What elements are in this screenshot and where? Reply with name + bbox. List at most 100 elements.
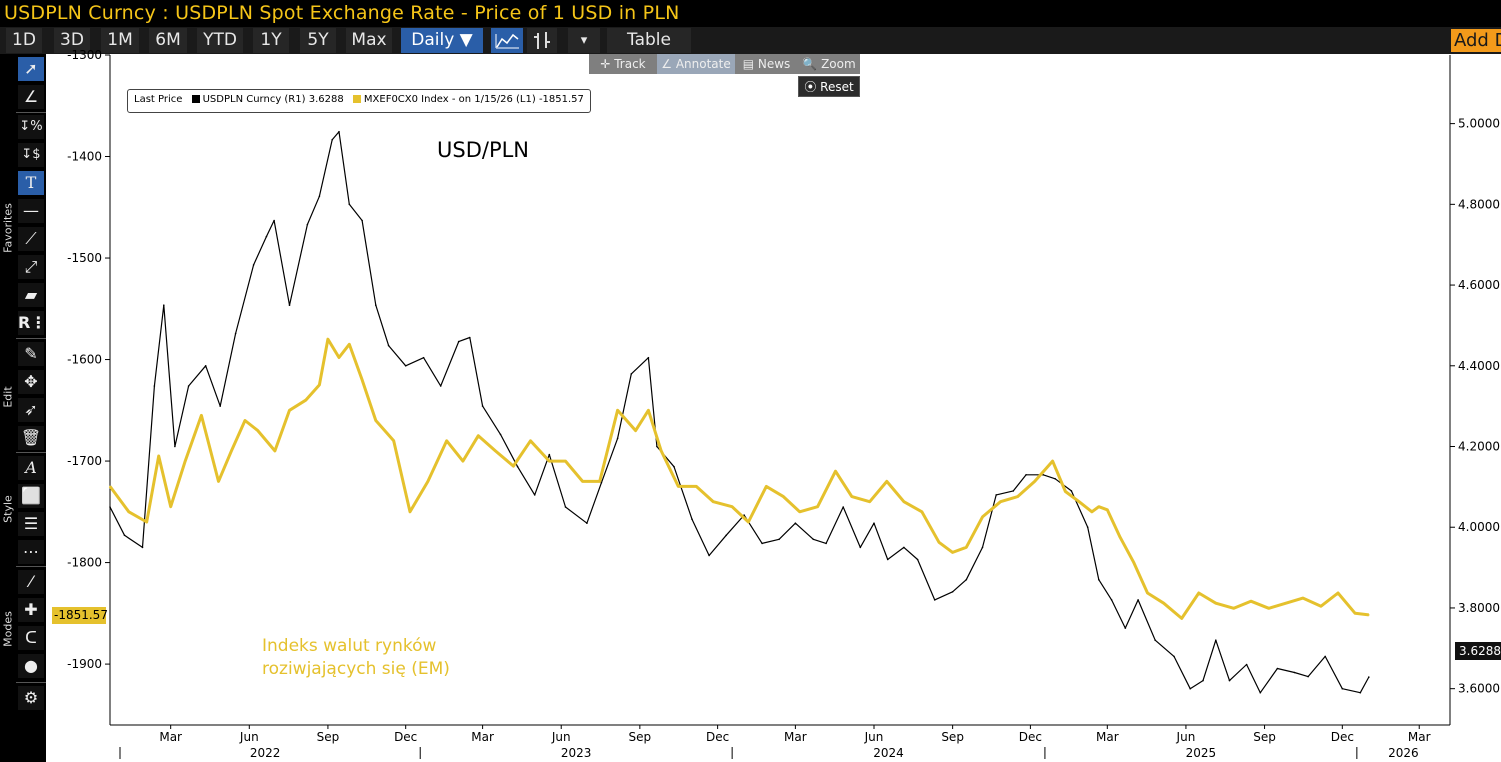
legend-prefix: Last Price — [134, 94, 183, 105]
usdpln-point-58 — [981, 546, 984, 549]
em-point-19 — [375, 419, 377, 422]
usdpln-point-38 — [656, 445, 658, 448]
right-tick-label-1: 4.8000 — [1458, 197, 1500, 211]
usdpln-point-69 — [1137, 599, 1139, 601]
em-point-23 — [445, 440, 448, 442]
em-point-73 — [1250, 600, 1252, 602]
left-toolbar: Favorites Edit Style Modes ➚ ∠ ↧% ↧$ T —… — [0, 54, 46, 762]
em-point-68 — [1162, 602, 1165, 604]
zoom-button[interactable]: 🔍 Zoom — [798, 54, 860, 74]
draw-line-icon[interactable]: ∠ — [18, 85, 44, 109]
select-pointer-icon[interactable]: ➚ — [18, 57, 44, 81]
select-plus-icon[interactable]: ➶ — [18, 398, 44, 422]
channel-icon[interactable]: ▰ — [18, 283, 44, 307]
chart-type-dropdown[interactable]: ▾ — [568, 28, 600, 53]
usdpln-point-34 — [600, 482, 603, 484]
color-palette-icon[interactable]: ● — [18, 654, 44, 678]
text-tool-icon[interactable]: T — [18, 171, 44, 195]
news-button[interactable]: ▤ News — [735, 54, 798, 74]
em-point-51 — [921, 511, 923, 513]
usdpln-point-84 — [1368, 676, 1370, 678]
line-weight-icon[interactable]: ☰ — [18, 512, 44, 536]
font-style-icon[interactable]: A — [18, 456, 44, 480]
price-change-icon[interactable]: ↧$ — [18, 143, 44, 167]
em-point-45 — [816, 505, 819, 508]
usdpln-point-29 — [516, 465, 519, 468]
left-last-value-tag: -1851.57 — [52, 606, 108, 624]
chart-area[interactable] — [46, 54, 1501, 762]
line-style-icon[interactable]: ⋯ — [18, 540, 44, 564]
em-point-34 — [634, 429, 637, 432]
em-point-41 — [747, 521, 750, 523]
em-point-47 — [851, 495, 853, 498]
line-chart-icon[interactable] — [491, 28, 523, 53]
em-point-38 — [695, 485, 698, 488]
em-annotation-line2: roziwjających się (EM) — [262, 659, 450, 679]
move-icon[interactable]: ✥ — [18, 370, 44, 394]
em-point-8 — [230, 450, 233, 452]
range-max-button[interactable]: Max — [346, 28, 392, 53]
em-point-64 — [1106, 509, 1109, 511]
em-point-62 — [1091, 511, 1093, 513]
em-point-59 — [1051, 460, 1054, 462]
range-6m-button[interactable]: 6M — [149, 28, 187, 53]
em-point-57 — [1016, 495, 1019, 498]
usdpln-point-59 — [995, 494, 997, 496]
regression-icon[interactable]: R⋮ — [18, 311, 46, 335]
track-button[interactable]: ✛ Track — [589, 54, 657, 74]
frequency-dropdown[interactable]: Daily ▼ — [401, 28, 483, 53]
x-month-label-4: Mar — [471, 730, 494, 744]
range-5y-button[interactable]: 5Y — [300, 28, 336, 53]
range-1d-button[interactable]: 1D — [6, 28, 42, 53]
x-month-label-9: Jun — [864, 730, 884, 744]
right-tick-label-0: 5.0000 — [1458, 117, 1500, 131]
usdpln-point-66 — [1098, 578, 1100, 581]
table-button[interactable]: Table — [607, 28, 691, 53]
range-1y-button[interactable]: 1Y — [253, 28, 289, 53]
em-point-71 — [1215, 602, 1217, 604]
trend-line-icon[interactable]: ⟋ — [18, 227, 44, 251]
usdpln-point-15 — [318, 195, 321, 198]
em-point-25 — [477, 434, 480, 437]
usdpln-point-49 — [842, 506, 844, 508]
range-1m-button[interactable]: 1M — [101, 28, 139, 53]
ruler-icon[interactable]: ⁄ — [18, 570, 44, 594]
add-data-button[interactable]: Add D — [1451, 29, 1501, 52]
usdpln-point-70 — [1154, 639, 1156, 641]
magnet-icon[interactable]: ᑕ — [18, 626, 44, 650]
em-point-30 — [564, 460, 567, 462]
left-tick-label-2: -1500 — [67, 251, 102, 265]
bar-chart-icon[interactable] — [527, 28, 557, 53]
em-point-69 — [1180, 617, 1183, 620]
em-point-1 — [128, 511, 130, 513]
usdpln-point-2 — [141, 546, 144, 549]
horizontal-line-icon[interactable]: — — [18, 199, 44, 223]
annotate-button[interactable]: ∠ Annotate — [657, 54, 735, 74]
x-month-label-11: Dec — [1019, 730, 1042, 744]
pencil-icon[interactable]: ✎ — [18, 342, 44, 366]
usdpln-point-6 — [187, 385, 190, 387]
settings-gear-icon[interactable]: ⚙ — [18, 686, 44, 710]
window-title: USDPLN Curncy : USDPLN Spot Exchange Rat… — [4, 2, 680, 24]
em-point-24 — [462, 460, 464, 462]
x-year-label-1: 2023 — [561, 746, 592, 760]
em-point-78 — [1337, 592, 1339, 594]
trash-icon[interactable]: 🗑 — [18, 426, 44, 450]
usdpln-point-11 — [265, 235, 268, 238]
range-ytd-button[interactable]: YTD — [197, 28, 243, 53]
em-point-36 — [660, 450, 662, 452]
title-bar: USDPLN Curncy : USDPLN Spot Exchange Rat… — [0, 0, 1501, 27]
x-month-label-14: Sep — [1253, 730, 1276, 744]
reset-button[interactable]: ⦿ Reset — [798, 76, 860, 97]
usdpln-point-55 — [933, 599, 936, 601]
range-3d-button[interactable]: 3D — [54, 28, 90, 53]
em-index-series-line — [108, 337, 1369, 620]
crosshair-icon[interactable]: ✚ — [18, 598, 44, 622]
usdpln-point-44 — [761, 542, 763, 545]
right-tick-label-6: 3.8000 — [1458, 601, 1500, 615]
percent-change-icon[interactable]: ↧% — [18, 115, 44, 139]
em-point-2 — [145, 521, 148, 523]
fill-color-icon[interactable]: ⬜ — [18, 484, 44, 508]
ray-line-icon[interactable]: ⤢ — [18, 255, 44, 279]
